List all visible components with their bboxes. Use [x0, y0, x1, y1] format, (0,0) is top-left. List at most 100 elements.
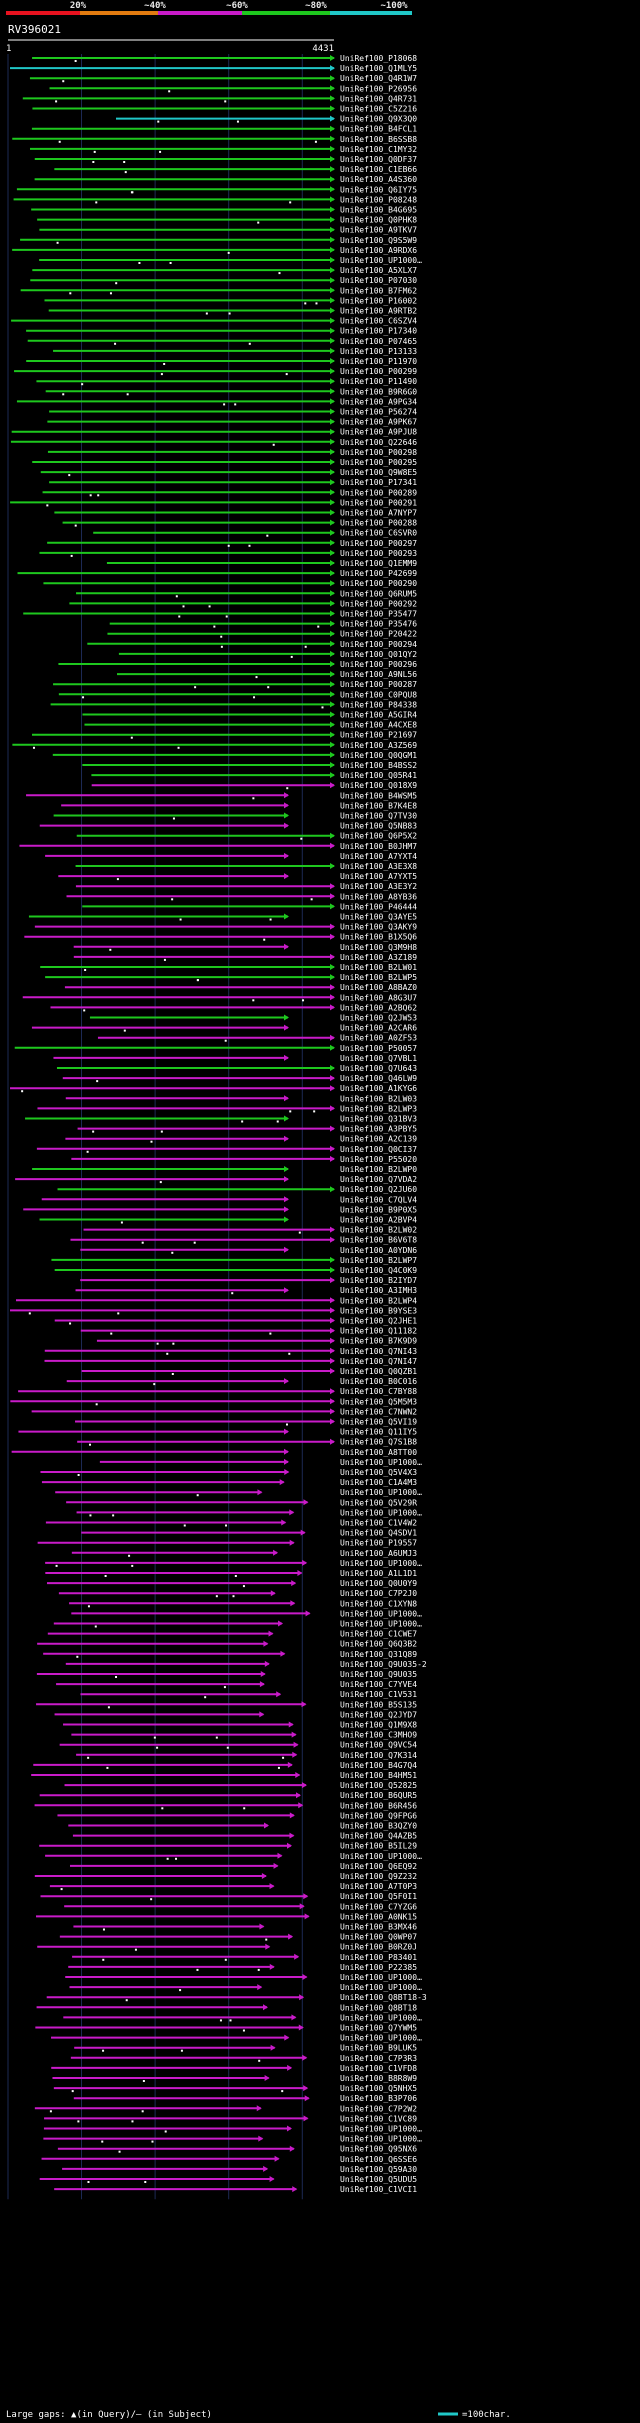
hit-label[interactable]: UniRef100_Q6SSE6	[340, 2155, 417, 2164]
hit-label[interactable]: UniRef100_A9NL56	[340, 670, 417, 679]
hit-label[interactable]: UniRef100_UP1000…	[340, 2034, 422, 2043]
hit-label[interactable]: UniRef100_P00296	[340, 660, 417, 669]
hit-label[interactable]: UniRef100_B6R456	[340, 1801, 417, 1810]
hit-label[interactable]: UniRef100_P26956	[340, 84, 417, 93]
hit-label[interactable]: UniRef100_B4HM51	[340, 1771, 417, 1780]
hit-label[interactable]: UniRef100_Q0DF37	[340, 155, 417, 164]
hit-label[interactable]: UniRef100_A9PG34	[340, 397, 417, 406]
hit-label[interactable]: UniRef100_Q9VC54	[340, 1741, 417, 1750]
hit-label[interactable]: UniRef100_B2LWP0	[340, 1165, 417, 1174]
hit-label[interactable]: UniRef100_UP1000…	[340, 2125, 422, 2134]
hit-label[interactable]: UniRef100_Q0CI37	[340, 1145, 417, 1154]
hit-label[interactable]: UniRef100_C1VCI1	[340, 2185, 417, 2194]
hit-label[interactable]: UniRef100_UP1000…	[340, 256, 422, 265]
hit-label[interactable]: UniRef100_A1L1D1	[340, 1569, 417, 1578]
hit-label[interactable]: UniRef100_P16002	[340, 296, 417, 305]
hit-label[interactable]: UniRef100_B5S135	[340, 1700, 417, 1709]
hit-label[interactable]: UniRef100_P11490	[340, 377, 417, 386]
hit-label[interactable]: UniRef100_B6SSB8	[340, 135, 417, 144]
hit-label[interactable]: UniRef100_P17340	[340, 327, 417, 336]
hit-label[interactable]: UniRef100_Q7NI43	[340, 1347, 417, 1356]
hit-label[interactable]: UniRef100_P00292	[340, 599, 417, 608]
hit-label[interactable]: UniRef100_B3QZY0	[340, 1822, 417, 1831]
hit-label[interactable]: UniRef100_B0JHM7	[340, 842, 417, 851]
hit-label[interactable]: UniRef100_P20422	[340, 630, 417, 639]
hit-label[interactable]: UniRef100_A9PK67	[340, 418, 417, 427]
hit-label[interactable]: UniRef100_P35477	[340, 610, 417, 619]
hit-label[interactable]: UniRef100_Q6P5X2	[340, 832, 417, 841]
hit-label[interactable]: UniRef100_Q3AYE5	[340, 913, 417, 922]
hit-label[interactable]: UniRef100_P22385	[340, 1963, 417, 1972]
hit-label[interactable]: UniRef100_B2LWP5	[340, 973, 417, 982]
hit-label[interactable]: UniRef100_A3IMH3	[340, 1286, 417, 1295]
hit-label[interactable]: UniRef100_A4S360	[340, 175, 417, 184]
hit-label[interactable]: UniRef100_UP1000…	[340, 1609, 422, 1618]
hit-label[interactable]: UniRef100_Q5F0I1	[340, 1892, 417, 1901]
hit-label[interactable]: UniRef100_Q31BV3	[340, 1115, 417, 1124]
hit-label[interactable]: UniRef100_B9R6G0	[340, 387, 417, 396]
hit-label[interactable]: UniRef100_B4WSM5	[340, 791, 417, 800]
hit-label[interactable]: UniRef100_Q0PHK8	[340, 216, 417, 225]
hit-label[interactable]: UniRef100_A7YXT4	[340, 852, 417, 861]
hit-label[interactable]: UniRef100_B4G695	[340, 206, 417, 215]
hit-label[interactable]: UniRef100_B8R8W9	[340, 2074, 417, 2083]
hit-label[interactable]: UniRef100_Q3M9H8	[340, 943, 417, 952]
hit-label[interactable]: UniRef100_Q0QGM1	[340, 751, 417, 760]
hit-label[interactable]: UniRef100_Q2JHE1	[340, 1317, 417, 1326]
hit-label[interactable]: UniRef100_Q7TV30	[340, 812, 417, 821]
hit-label[interactable]: UniRef100_A6UMJ3	[340, 1549, 417, 1558]
hit-label[interactable]: UniRef100_Q1MLY5	[340, 64, 417, 73]
hit-label[interactable]: UniRef100_Q5V29R	[340, 1498, 417, 1507]
hit-label[interactable]: UniRef100_A4CXE8	[340, 721, 417, 730]
hit-label[interactable]: UniRef100_P00288	[340, 519, 417, 528]
hit-label[interactable]: UniRef100_A2C139	[340, 1135, 417, 1144]
hit-label[interactable]: UniRef100_A3Z189	[340, 953, 417, 962]
hit-label[interactable]: UniRef100_A9TKV7	[340, 226, 417, 235]
hit-label[interactable]: UniRef100_Q31Q89	[340, 1650, 417, 1659]
hit-label[interactable]: UniRef100_B2LWP4	[340, 1296, 417, 1305]
hit-label[interactable]: UniRef100_Q9W8E5	[340, 468, 417, 477]
hit-label[interactable]: UniRef100_Q4C0K9	[340, 1266, 417, 1275]
hit-label[interactable]: UniRef100_UP1000…	[340, 1559, 422, 1568]
hit-label[interactable]: UniRef100_C7YVE4	[340, 1680, 417, 1689]
hit-label[interactable]: UniRef100_C7QLV4	[340, 1195, 417, 1204]
hit-label[interactable]: UniRef100_B7K9D9	[340, 1337, 417, 1346]
hit-label[interactable]: UniRef100_Q3AKY9	[340, 923, 417, 932]
hit-label[interactable]: UniRef100_A8TT00	[340, 1448, 417, 1457]
hit-label[interactable]: UniRef100_A5GIR4	[340, 711, 417, 720]
hit-label[interactable]: UniRef100_C1MY32	[340, 145, 417, 154]
hit-label[interactable]: UniRef100_Q2JW53	[340, 1014, 417, 1023]
hit-label[interactable]: UniRef100_P35476	[340, 620, 417, 629]
hit-label[interactable]: UniRef100_P84338	[340, 700, 417, 709]
hit-label[interactable]: UniRef100_Q7VBL1	[340, 1054, 417, 1063]
hit-label[interactable]: UniRef100_Q0U0Y9	[340, 1579, 417, 1588]
hit-label[interactable]: UniRef100_A2CAR6	[340, 1024, 417, 1033]
hit-label[interactable]: UniRef100_Q9X3Q0	[340, 115, 417, 124]
hit-label[interactable]: UniRef100_C7NWN2	[340, 1407, 417, 1416]
hit-label[interactable]: UniRef100_B5IL29	[340, 1842, 417, 1851]
hit-label[interactable]: UniRef100_Q9U035-2	[340, 1660, 427, 1669]
hit-label[interactable]: UniRef100_A7YXT5	[340, 872, 417, 881]
hit-label[interactable]: UniRef100_C1VFD8	[340, 2064, 417, 2073]
hit-label[interactable]: UniRef100_A8YB36	[340, 892, 417, 901]
hit-label[interactable]: UniRef100_C7BY88	[340, 1387, 417, 1396]
hit-label[interactable]: UniRef100_Q5VI19	[340, 1418, 417, 1427]
hit-label[interactable]: UniRef100_B9LUK5	[340, 2044, 417, 2053]
hit-label[interactable]: UniRef100_Q01QY2	[340, 650, 417, 659]
hit-label[interactable]: UniRef100_P13133	[340, 347, 417, 356]
hit-label[interactable]: UniRef100_B0RZ0J	[340, 1943, 417, 1952]
hit-label[interactable]: UniRef100_B2LWP7	[340, 1256, 417, 1265]
hit-label[interactable]: UniRef100_P42699	[340, 569, 417, 578]
hit-label[interactable]: UniRef100_B2IYD7	[340, 1276, 417, 1285]
hit-label[interactable]: UniRef100_A2BQ62	[340, 1003, 417, 1012]
hit-label[interactable]: UniRef100_Q6IY75	[340, 185, 417, 194]
hit-label[interactable]: UniRef100_Q4R731	[340, 94, 417, 103]
hit-label[interactable]: UniRef100_Q6RUM5	[340, 589, 417, 598]
hit-label[interactable]: UniRef100_C1V531	[340, 1690, 417, 1699]
hit-label[interactable]: UniRef100_P00299	[340, 367, 417, 376]
hit-label[interactable]: UniRef100_Q22646	[340, 438, 417, 447]
hit-label[interactable]: UniRef100_C7P3R3	[340, 2054, 417, 2063]
hit-label[interactable]: UniRef100_C1VC89	[340, 2114, 417, 2123]
hit-label[interactable]: UniRef100_A8BAZ0	[340, 983, 417, 992]
hit-label[interactable]: UniRef100_P07030	[340, 276, 417, 285]
